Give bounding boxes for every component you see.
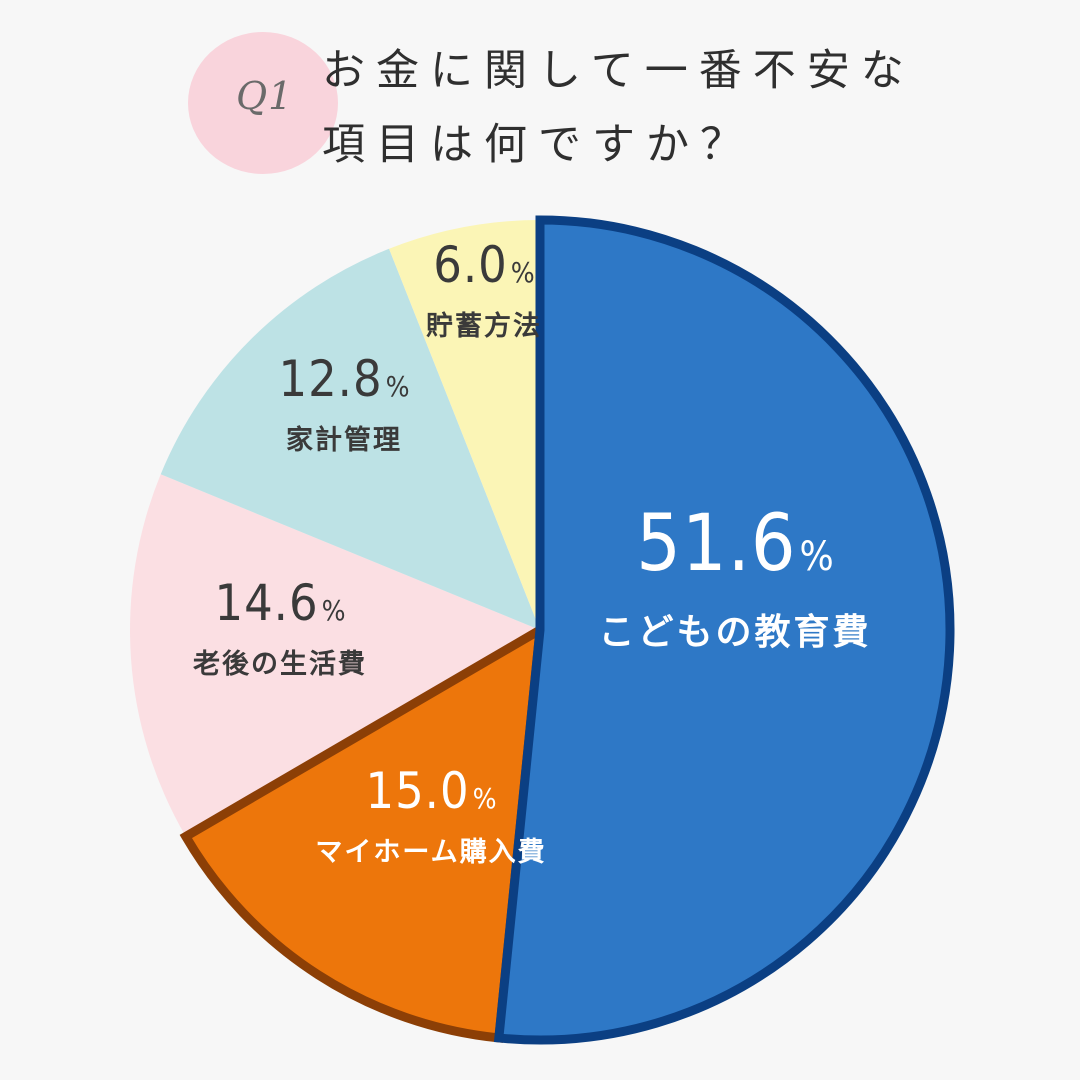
value-label-education: 51.6%	[636, 499, 833, 589]
question-number: Q1	[236, 74, 294, 118]
pie-slices	[129, 215, 955, 1045]
value-label-retirement: 14.6%	[214, 574, 345, 632]
value-label-household: 12.8%	[278, 350, 409, 408]
chart-title: お金に関して一番不安な 項目は何ですか？	[322, 34, 915, 182]
chart-title-line-2: 項目は何ですか？	[322, 120, 754, 170]
category-label-my-home: マイホーム購入費	[315, 837, 546, 868]
pie-labels: 51.6% こどもの教育費 15.0 % マイホーム購入費 14.6 % 老後の生活費 12.8…	[193, 236, 871, 868]
slice-education	[493, 215, 955, 1045]
value-label-my-home: 15.0%	[365, 762, 496, 820]
slice-retirement	[129, 474, 540, 837]
category-label-education: こどもの教育費	[598, 612, 871, 653]
slice-my-home	[179, 621, 546, 1043]
question-badge	[188, 32, 338, 174]
category-label-household: 家計管理	[286, 424, 402, 456]
slice-savings	[389, 220, 540, 630]
value-label-savings: 6.0%	[433, 236, 534, 294]
slice-household	[160, 248, 541, 631]
category-label-retirement: 老後の生活費	[193, 649, 367, 680]
category-label-savings: 貯蓄方法	[426, 310, 542, 342]
chart-header: Q1 お金に関して一番不安な 項目は何ですか？	[0, 0, 1080, 200]
chart-title-line-1: お金に関して一番不安な	[322, 46, 915, 96]
